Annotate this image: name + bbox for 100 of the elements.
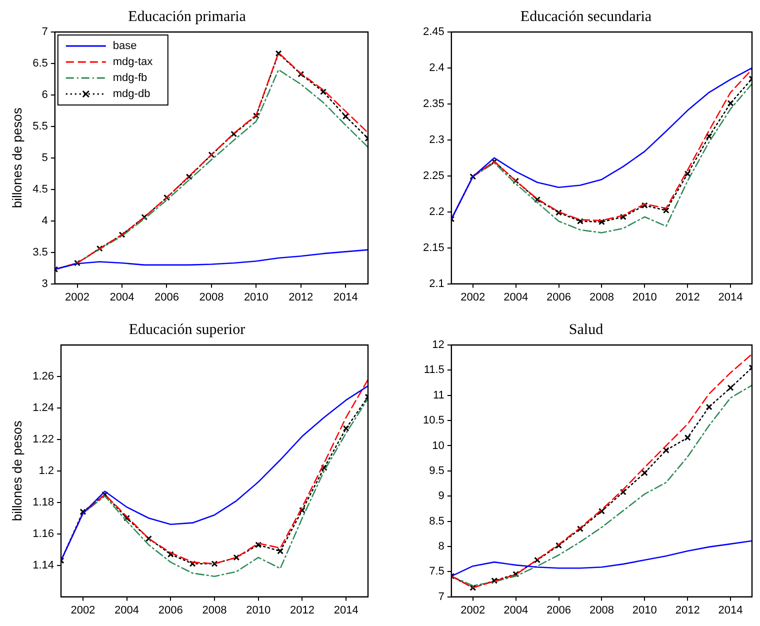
point — [706, 404, 712, 410]
point — [556, 209, 562, 216]
point — [342, 425, 350, 432]
x-tick-label: 2004 — [110, 291, 134, 304]
point — [275, 50, 282, 57]
x-tick-label: 2006 — [154, 291, 179, 304]
point — [491, 158, 498, 165]
point — [277, 548, 284, 554]
x-tick-label: 2004 — [504, 291, 528, 304]
x-tick-label: 2014 — [333, 291, 358, 304]
x-tick-label: 2014 — [718, 604, 743, 616]
x-tick-label: 2006 — [546, 604, 572, 616]
legend-label: mdg-tax — [112, 56, 154, 68]
y-tick-label: 12 — [432, 339, 444, 352]
point — [620, 488, 626, 496]
point — [342, 113, 349, 120]
y-tick-label: 11.5 — [424, 364, 444, 376]
point — [80, 508, 86, 516]
x-tick-label: 2008 — [199, 291, 224, 304]
y-tick-label: 2.45 — [422, 26, 444, 38]
y-axis-title: billones de pesos — [9, 420, 24, 522]
x-tick-label: 2012 — [290, 604, 314, 616]
legend-label: base — [112, 40, 137, 52]
chart-title: Educación primaria — [128, 8, 246, 25]
point — [96, 245, 103, 252]
point — [167, 551, 174, 558]
y-tick-label: 4.5 — [32, 183, 48, 196]
x-tick-label: 2014 — [334, 604, 358, 616]
x-tick-label: 2004 — [114, 604, 140, 616]
x-tick-label: 2010 — [632, 291, 657, 304]
point — [641, 470, 648, 476]
point — [684, 434, 691, 441]
point — [470, 584, 476, 591]
point — [598, 508, 605, 514]
point — [534, 196, 541, 203]
point — [620, 214, 626, 220]
legend-label: mdg-fb — [112, 72, 148, 84]
x-tick-label: 2008 — [589, 604, 614, 616]
y-tick-label: 1.16 — [32, 528, 54, 540]
y-tick-label: 1.24 — [32, 402, 54, 414]
x-tick-label: 2008 — [202, 604, 227, 616]
y-tick-label: 1.14 — [32, 559, 54, 572]
y-tick-label: 6.5 — [32, 58, 48, 70]
x-tick-label: 2002 — [70, 604, 96, 616]
y-tick-label: 3.5 — [32, 246, 48, 258]
point — [491, 577, 498, 584]
point — [534, 556, 541, 564]
y-tick-label: 7.5 — [429, 566, 444, 578]
y-tick-label: 2.1 — [429, 278, 444, 290]
y-tick-label: 1.26 — [32, 370, 54, 383]
y-tick-label: 1.18 — [32, 496, 54, 508]
y-tick-label: 1.2 — [38, 464, 54, 477]
point — [145, 535, 152, 542]
point — [512, 570, 520, 578]
point — [320, 88, 326, 96]
y-tick-label: 8.5 — [429, 515, 444, 528]
y-tick-label: 10.5 — [422, 414, 444, 427]
x-tick-label: 2010 — [632, 604, 657, 616]
x-tick-label: 2004 — [504, 604, 528, 616]
point — [233, 554, 240, 561]
point — [141, 214, 148, 220]
point — [727, 384, 734, 392]
y-tick-label: 4 — [42, 214, 48, 227]
x-tick-label: 2002 — [460, 291, 486, 304]
x-tick-label: 2002 — [65, 291, 90, 304]
point — [211, 560, 218, 567]
y-tick-label: 9 — [438, 490, 444, 502]
y-tick-label: 8 — [438, 540, 444, 552]
point — [74, 260, 80, 266]
y-tick-label: 2.4 — [429, 62, 444, 74]
point — [118, 231, 126, 238]
point — [556, 542, 562, 549]
chart-title: Educación secundaria — [520, 8, 652, 25]
y-tick-label: 9.5 — [429, 464, 444, 477]
point — [230, 130, 238, 138]
y-tick-label: 2.15 — [422, 242, 444, 254]
x-tick-label: 2006 — [546, 291, 572, 304]
y-tick-label: 7 — [42, 26, 48, 38]
y-tick-label: 2.25 — [422, 170, 444, 182]
point — [252, 112, 260, 119]
x-tick-label: 2012 — [675, 291, 700, 304]
y-axis-title: billones de pesos — [9, 107, 24, 208]
chart-title: Educación superior — [128, 322, 246, 338]
x-tick-label: 2010 — [246, 604, 271, 616]
point — [189, 560, 196, 567]
point — [298, 70, 304, 78]
y-tick-label: 6 — [42, 88, 48, 101]
y-tick-label: 5.5 — [32, 120, 48, 132]
point — [102, 491, 108, 498]
point — [255, 542, 262, 548]
point — [186, 174, 192, 180]
y-tick-label: 2.3 — [429, 134, 444, 146]
point — [684, 170, 691, 177]
point — [727, 100, 734, 106]
x-tick-label: 2002 — [460, 604, 486, 616]
y-tick-label: 10 — [432, 440, 444, 452]
point — [641, 202, 648, 209]
y-tick-label: 7 — [438, 590, 444, 603]
point — [577, 218, 584, 224]
x-tick-label: 2012 — [288, 291, 314, 304]
